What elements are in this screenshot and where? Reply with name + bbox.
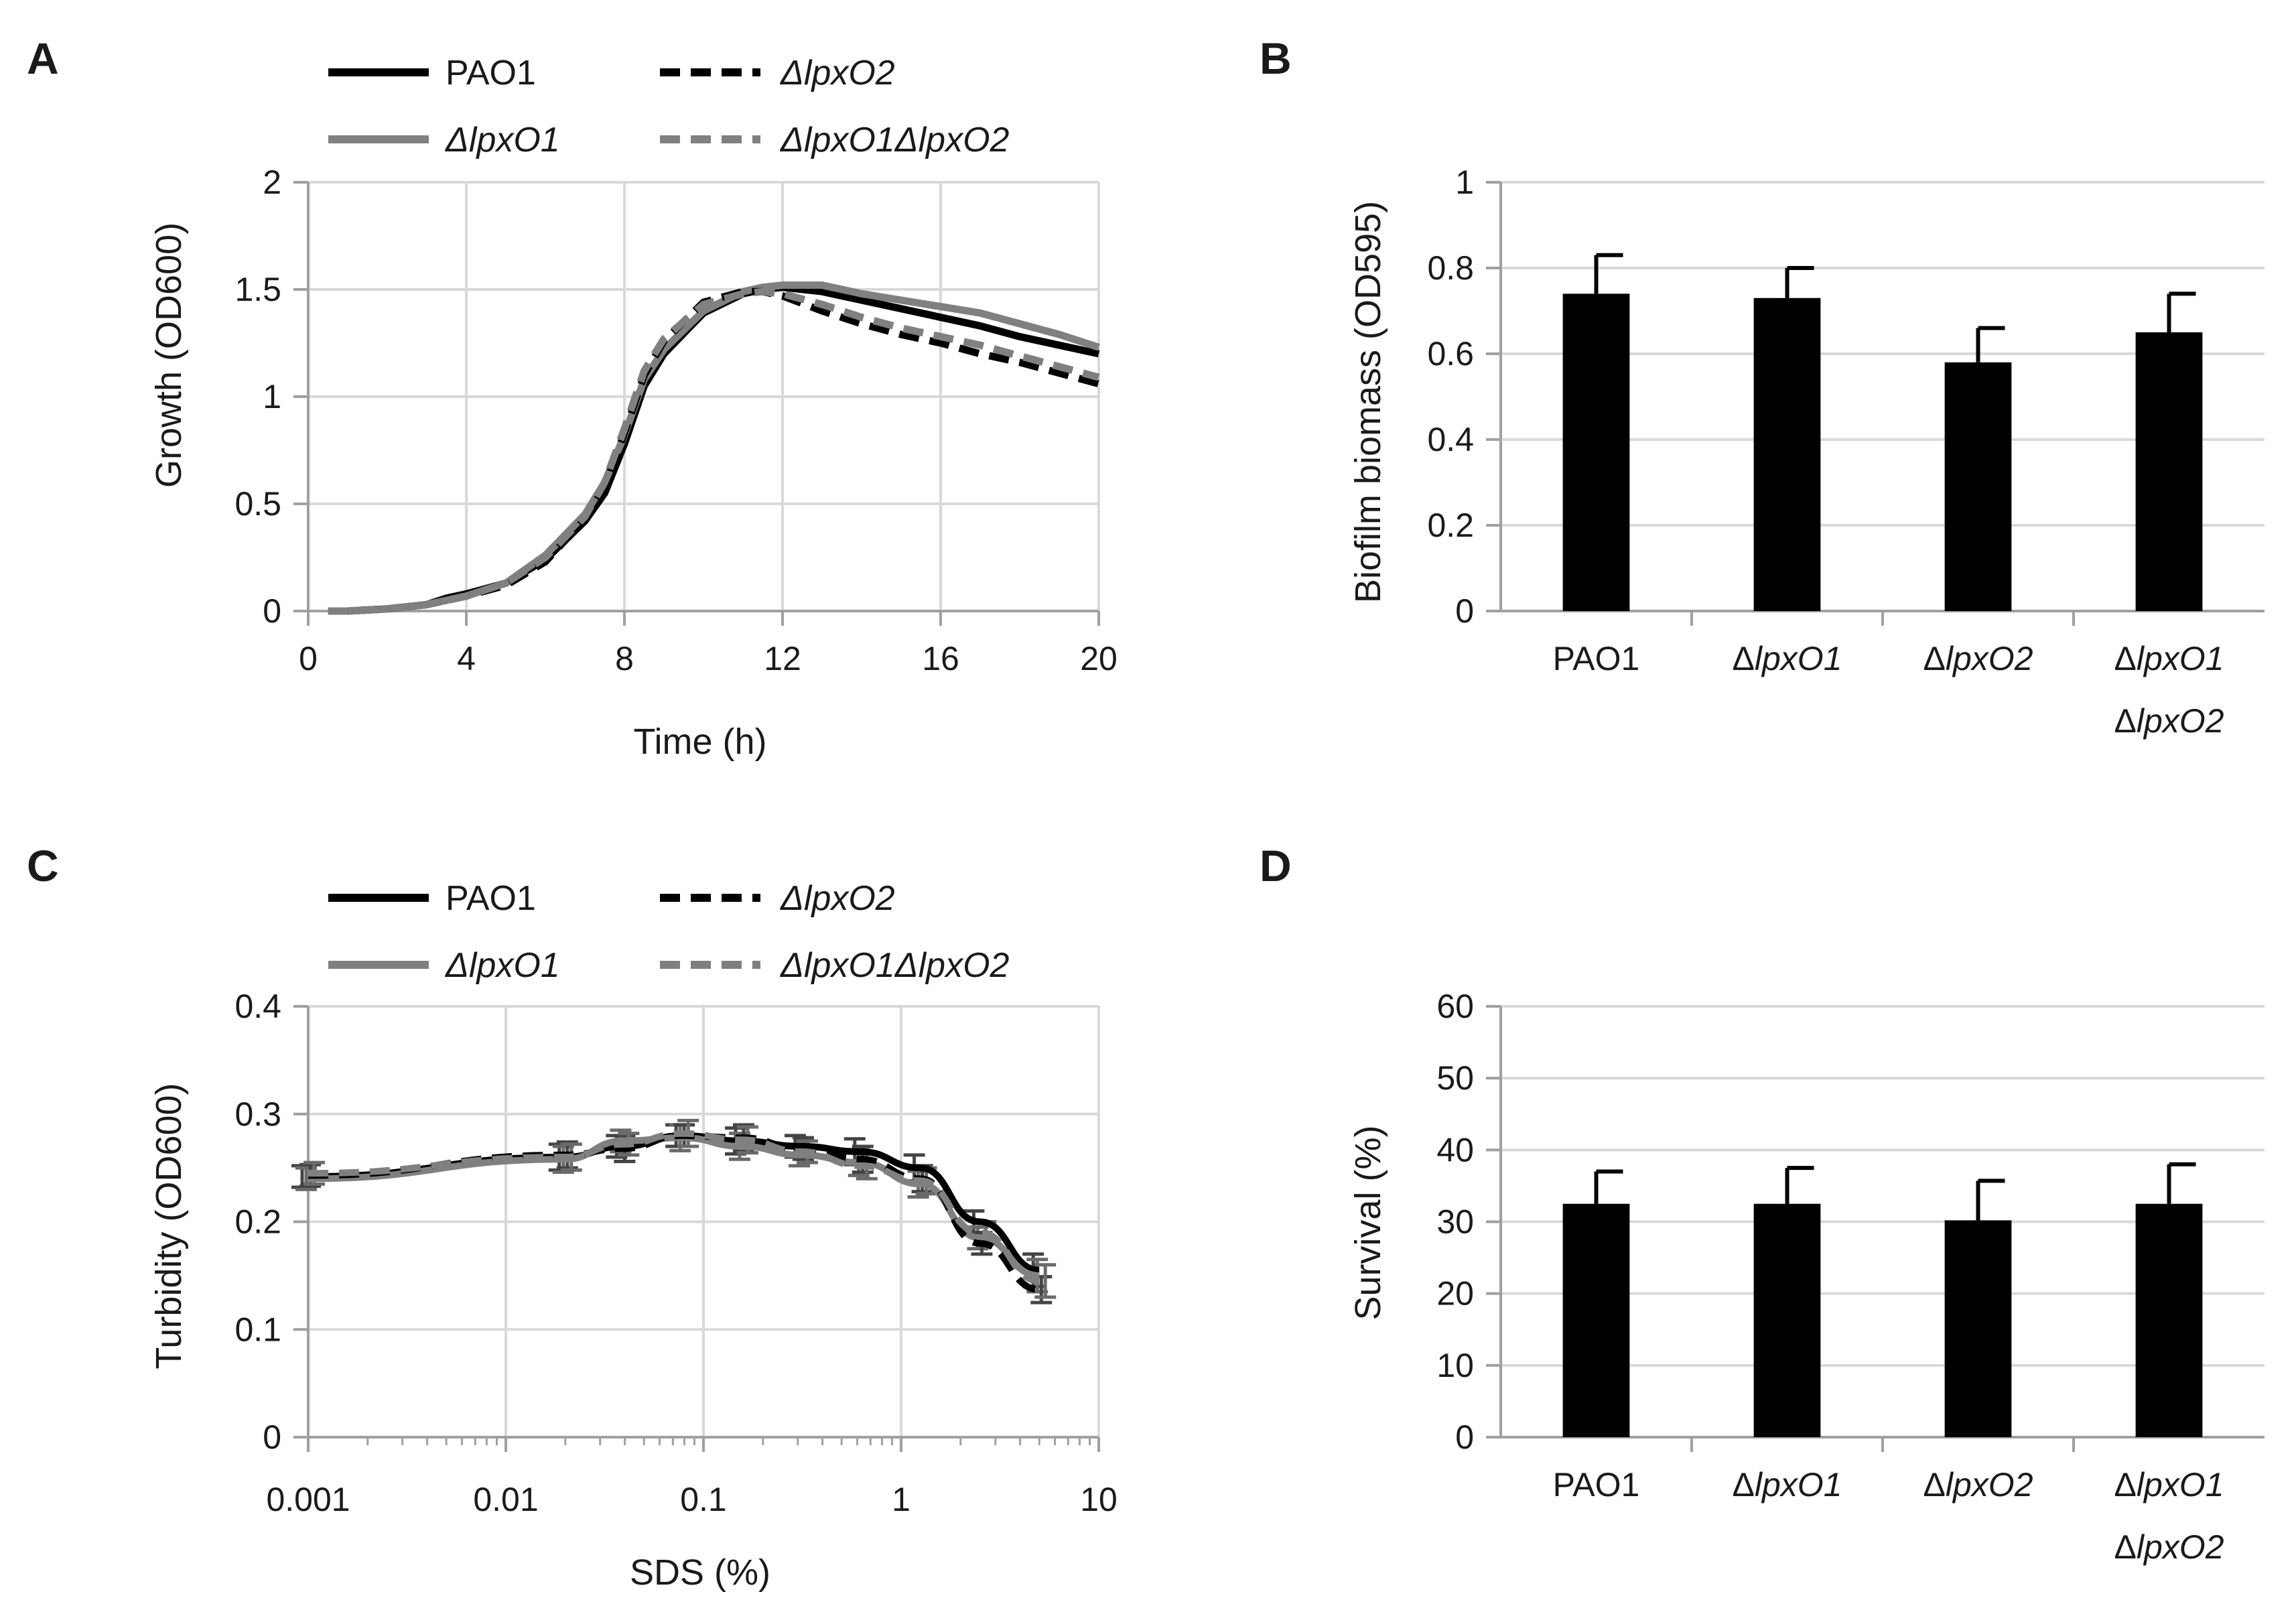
c-ytick-label: 0.2 bbox=[234, 1203, 281, 1241]
a-ytick-label: 0 bbox=[263, 592, 281, 630]
d-category-label: ΔlpxO1 bbox=[1732, 1466, 1842, 1503]
b-category-label: ΔlpxO1 bbox=[1732, 640, 1842, 677]
b-bar-1 bbox=[1753, 297, 1821, 611]
a-ytick-label: 0.5 bbox=[234, 485, 281, 523]
d-category-label: ΔlpxO2 bbox=[1923, 1466, 2033, 1503]
c-ytick-label: 0 bbox=[263, 1418, 281, 1456]
b-category-label: ΔlpxO2 bbox=[2114, 702, 2224, 740]
b-ytick-label: 1 bbox=[1455, 163, 1474, 201]
c-xtick-label: 10 bbox=[1080, 1481, 1118, 1518]
legend-a-label-pao1: PAO1 bbox=[446, 54, 536, 92]
a-xtick-label: 4 bbox=[457, 640, 476, 677]
a-xtick-label: 12 bbox=[764, 640, 801, 677]
a-ytick-label: 1 bbox=[263, 378, 281, 415]
d-bar-3 bbox=[2135, 1203, 2203, 1437]
d-bar-2 bbox=[1944, 1220, 2012, 1437]
b-ytick-label: 0.6 bbox=[1427, 335, 1474, 373]
a-ytick-label: 2 bbox=[263, 163, 281, 201]
a-xtick-label: 8 bbox=[615, 640, 634, 677]
panel-label-c: C bbox=[27, 841, 59, 890]
d-category-label: PAO1 bbox=[1553, 1466, 1640, 1503]
a-series-line-3 bbox=[328, 287, 1100, 615]
c-ytick-label: 0.4 bbox=[234, 988, 281, 1025]
a-xtick-label: 0 bbox=[299, 640, 318, 677]
c-ytick-label: 0.1 bbox=[234, 1311, 281, 1348]
c-series-line-0 bbox=[308, 1132, 1040, 1274]
d-ytick-label: 10 bbox=[1436, 1347, 1474, 1384]
legend-a-label-dlpxo2: ΔlpxO2 bbox=[779, 54, 895, 92]
panel-b-ylabel: Biofilm biomass (OD595) bbox=[1348, 201, 1388, 603]
panel-d-ylabel: Survival (%) bbox=[1348, 1125, 1388, 1320]
c-xtick-label: 0.001 bbox=[266, 1481, 350, 1518]
b-bar-3 bbox=[2135, 332, 2203, 611]
a-xtick-label: 16 bbox=[922, 640, 959, 677]
d-bar-1 bbox=[1753, 1203, 1821, 1437]
legend-a-label-dlpxo1dlpxo2: ΔlpxO1ΔlpxO2 bbox=[779, 121, 1010, 159]
panel-label-a: A bbox=[27, 34, 59, 83]
panel-c-xlabel: SDS (%) bbox=[630, 1552, 770, 1593]
legend-c-label-dlpxo1: ΔlpxO1 bbox=[444, 946, 560, 985]
b-ytick-label: 0.4 bbox=[1427, 421, 1474, 458]
b-category-label: ΔlpxO2 bbox=[1923, 640, 2033, 677]
c-ytick-label: 0.3 bbox=[234, 1095, 281, 1133]
d-ytick-label: 0 bbox=[1455, 1418, 1474, 1456]
d-ytick-label: 30 bbox=[1436, 1203, 1474, 1241]
panel-a-ylabel: Growth (OD600) bbox=[149, 222, 189, 488]
a-series-line-2 bbox=[328, 287, 1100, 615]
d-category-label: ΔlpxO2 bbox=[2114, 1528, 2224, 1566]
c-series-line-1 bbox=[308, 1134, 1040, 1279]
c-series-line-3 bbox=[308, 1130, 1040, 1284]
d-ytick-label: 50 bbox=[1436, 1059, 1474, 1097]
b-ytick-label: 0.2 bbox=[1427, 507, 1474, 544]
legend-c: PAO1 ΔlpxO1 ΔlpxO2 ΔlpxO1ΔlpxO2 bbox=[328, 879, 1010, 985]
a-ytick-label: 1.5 bbox=[234, 271, 281, 308]
a-series-line-0 bbox=[328, 283, 1100, 615]
c-xtick-label: 0.01 bbox=[473, 1481, 538, 1518]
legend-a-label-dlpxo1: ΔlpxO1 bbox=[444, 121, 560, 159]
b-ytick-label: 0.8 bbox=[1427, 249, 1474, 287]
b-category-label: PAO1 bbox=[1553, 640, 1640, 677]
panel-a-xlabel: Time (h) bbox=[634, 722, 767, 762]
legend-c-label-dlpxo1dlpxo2: ΔlpxO1ΔlpxO2 bbox=[779, 946, 1010, 985]
b-ytick-label: 0 bbox=[1455, 592, 1474, 630]
c-xtick-label: 1 bbox=[892, 1481, 910, 1518]
c-series-line-2 bbox=[308, 1132, 1040, 1293]
legend-c-label-pao1: PAO1 bbox=[446, 879, 536, 918]
d-ytick-label: 20 bbox=[1436, 1275, 1474, 1313]
a-xtick-label: 20 bbox=[1080, 640, 1118, 677]
panel-c-ylabel: Turbidity (OD600) bbox=[149, 1083, 189, 1369]
d-category-label: ΔlpxO1 bbox=[2114, 1466, 2224, 1503]
legend-c-label-dlpxo2: ΔlpxO2 bbox=[779, 879, 895, 918]
b-category-label: ΔlpxO1 bbox=[2114, 640, 2224, 677]
panel-label-d: D bbox=[1260, 841, 1292, 890]
c-xtick-label: 0.1 bbox=[680, 1481, 727, 1518]
b-bar-2 bbox=[1944, 362, 2012, 611]
b-bar-0 bbox=[1562, 293, 1630, 611]
d-bar-0 bbox=[1562, 1203, 1630, 1437]
d-ytick-label: 60 bbox=[1436, 988, 1474, 1025]
d-ytick-label: 40 bbox=[1436, 1131, 1474, 1168]
a-series-line-1 bbox=[328, 281, 1100, 615]
legend-a: PAO1 ΔlpxO1 ΔlpxO2 ΔlpxO1ΔlpxO2 bbox=[328, 54, 1010, 159]
panel-label-b: B bbox=[1260, 34, 1292, 83]
